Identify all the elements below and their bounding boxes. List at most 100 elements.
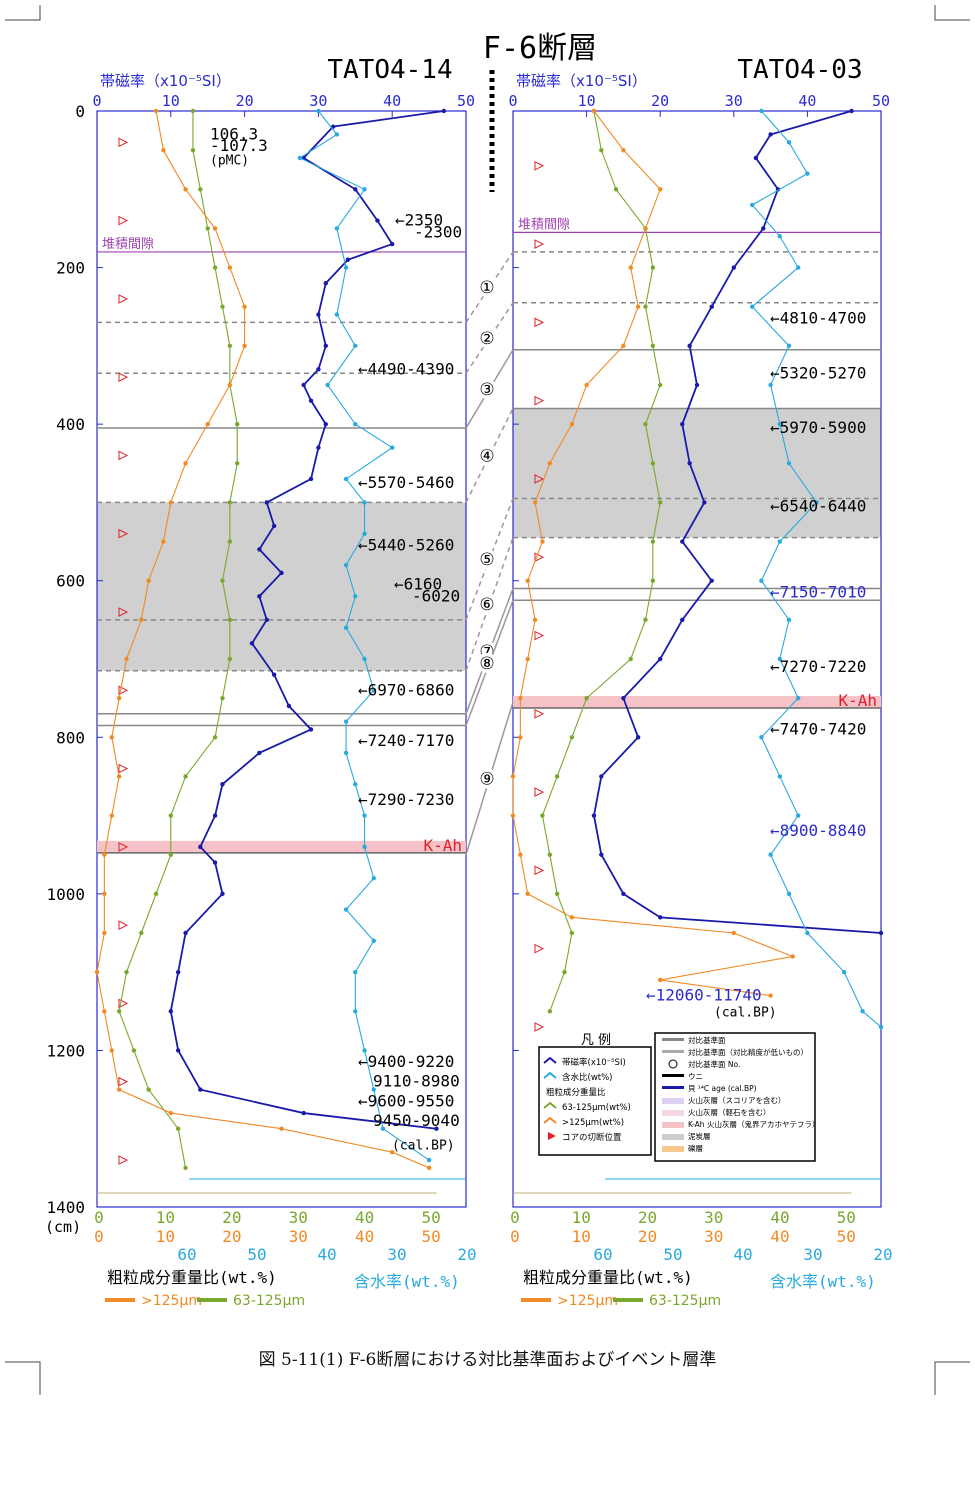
data-point xyxy=(518,735,523,740)
legend2-item-label: 火山灰層（軽石を含む） xyxy=(688,1107,771,1117)
coarse63-tick-label: 50 xyxy=(421,1208,440,1227)
correlation-no: ⑨ xyxy=(479,769,494,789)
data-point xyxy=(547,1009,552,1014)
data-point xyxy=(116,1087,122,1092)
data-point xyxy=(650,539,656,544)
depth-tick-label: 600 xyxy=(56,572,85,591)
data-point xyxy=(353,343,358,349)
age-annotation: -6020 xyxy=(412,586,460,605)
data-point xyxy=(212,813,218,818)
data-point xyxy=(569,421,575,427)
legend2-item-label: 貝 ¹⁴C age (cal.BP) xyxy=(688,1084,757,1093)
data-point xyxy=(343,750,349,756)
data-point xyxy=(343,265,349,270)
data-point xyxy=(175,969,181,975)
correlation-no: ③ xyxy=(479,380,494,400)
data-point xyxy=(380,1126,386,1131)
data-point xyxy=(124,656,129,662)
data-point xyxy=(371,688,376,693)
kah-label: K-Ah xyxy=(423,836,462,855)
data-point xyxy=(759,108,764,114)
data-point xyxy=(525,578,530,583)
legend-63-label: 63-125μm xyxy=(649,1293,721,1309)
data-point xyxy=(271,672,277,677)
data-point xyxy=(109,813,114,818)
core-cut-marker xyxy=(534,395,545,406)
mag-tick-label: 30 xyxy=(725,92,743,110)
age-annotation: ←6540-6440 xyxy=(770,496,866,515)
data-point xyxy=(353,594,358,599)
data-point xyxy=(768,993,773,998)
data-point xyxy=(227,539,233,544)
data-point xyxy=(584,382,589,388)
data-point xyxy=(212,735,218,740)
mag-tick-label: 40 xyxy=(383,92,401,110)
kah-band xyxy=(513,696,881,709)
data-point xyxy=(168,1110,173,1116)
data-point xyxy=(796,695,801,701)
legend-63-label: 63-125μm xyxy=(233,1293,305,1309)
legend-swatch xyxy=(548,1132,556,1140)
legend-swatch xyxy=(543,1071,557,1079)
data-point xyxy=(362,813,367,818)
core-cut-marker xyxy=(118,607,129,617)
data-point xyxy=(650,343,656,349)
age-annotation: ←6970-6860 xyxy=(358,680,454,699)
data-point xyxy=(183,461,188,466)
data-point xyxy=(650,578,656,583)
data-point xyxy=(540,539,545,544)
data-point xyxy=(635,304,641,309)
coarse125-tick-label: 0 xyxy=(510,1227,520,1246)
data-point xyxy=(525,656,530,662)
mag-tick-label: 30 xyxy=(309,92,327,110)
data-point xyxy=(805,930,810,936)
data-point xyxy=(362,187,367,192)
data-point xyxy=(694,382,700,388)
data-point xyxy=(227,343,233,349)
series-帯磁率 xyxy=(591,108,884,936)
coarse-axis-title: 粗粒成分重量比(wt.%) xyxy=(107,1268,277,1287)
data-point xyxy=(308,398,314,403)
data-point xyxy=(323,421,328,427)
age-annotation: (pMC) xyxy=(210,154,249,169)
data-point xyxy=(805,171,810,176)
data-point xyxy=(297,155,303,161)
data-point xyxy=(599,852,604,857)
data-point xyxy=(759,578,764,583)
data-point xyxy=(371,938,376,944)
coarse63-tick-label: 0 xyxy=(510,1208,520,1227)
data-point xyxy=(650,461,656,466)
series-line xyxy=(541,110,661,1012)
data-point xyxy=(124,969,129,975)
legend2-item-label: 火山灰層（スコリアを含む） xyxy=(688,1095,786,1105)
coarse125-tick-label: 20 xyxy=(638,1227,657,1246)
water-axis-title: 含水率(wt.%) xyxy=(770,1272,876,1291)
data-point xyxy=(242,304,247,309)
data-point xyxy=(658,977,663,983)
water-tick-label: 20 xyxy=(457,1245,476,1264)
data-point xyxy=(362,1048,367,1053)
data-point xyxy=(426,1157,432,1163)
data-point xyxy=(308,727,314,732)
data-point xyxy=(198,187,203,192)
core-cut-marker xyxy=(534,787,545,797)
data-point xyxy=(343,476,349,482)
data-point xyxy=(878,930,884,936)
data-point xyxy=(102,852,107,857)
core-title: TATO4-14 xyxy=(327,55,452,85)
age-annotation: ←9600-9550 xyxy=(358,1091,454,1110)
data-point xyxy=(375,218,380,223)
data-point xyxy=(190,147,196,153)
age-annotation: -107.3 xyxy=(210,136,268,155)
coarse63-tick-label: 40 xyxy=(355,1208,374,1227)
water-tick-label: 20 xyxy=(873,1245,892,1264)
data-point xyxy=(786,617,792,623)
data-point xyxy=(750,304,755,309)
core-title: TATO4-03 xyxy=(737,55,862,85)
correlation-no-bg xyxy=(477,328,497,349)
age-annotation: (cal.BP) xyxy=(392,1138,455,1153)
data-point xyxy=(264,500,269,505)
